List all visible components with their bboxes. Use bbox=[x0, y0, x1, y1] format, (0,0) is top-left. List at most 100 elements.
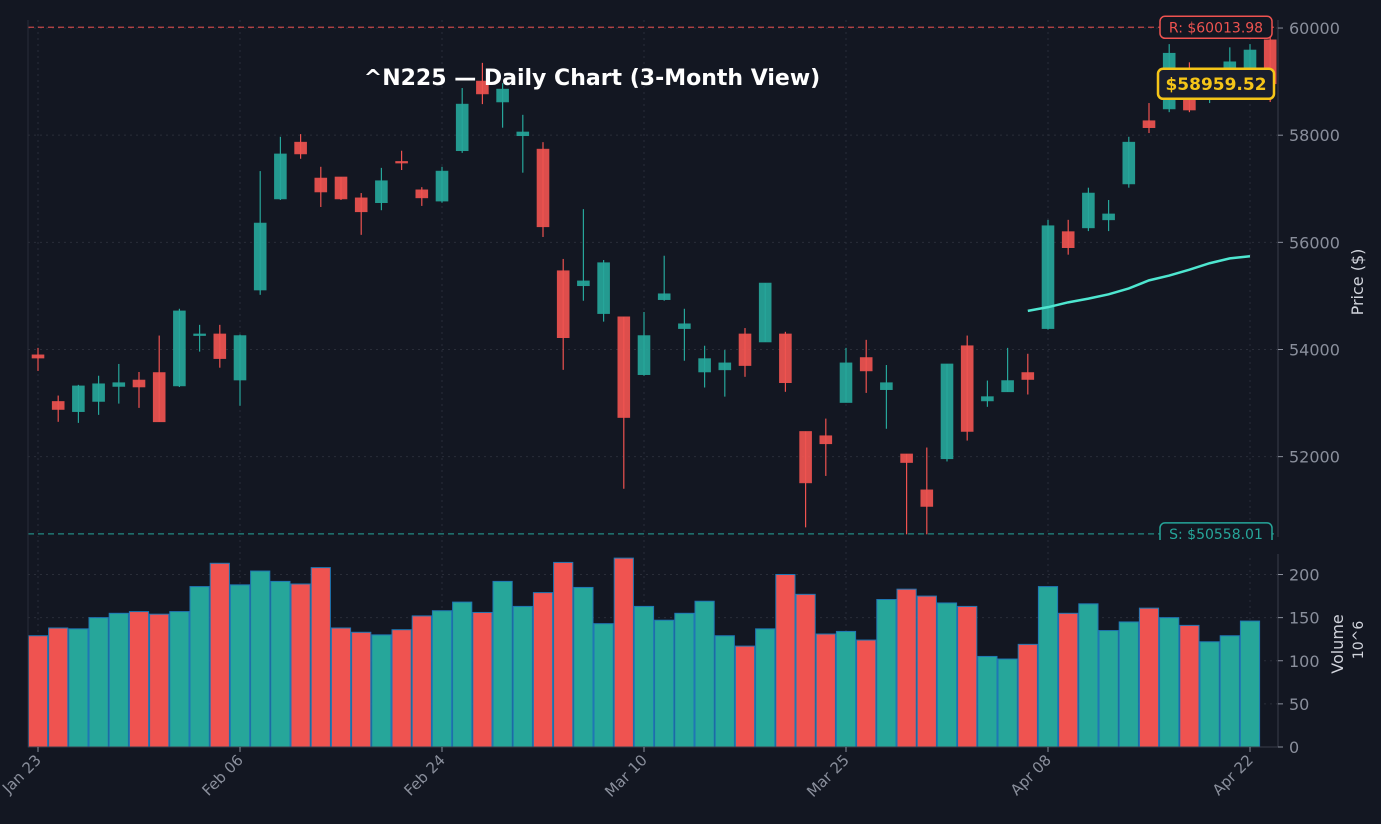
volume-bar bbox=[1239, 620, 1261, 748]
candle-body bbox=[900, 453, 913, 463]
date-tick-label: Feb 24 bbox=[400, 751, 448, 799]
volume-bar bbox=[149, 613, 170, 748]
candle-body bbox=[213, 333, 227, 359]
candle-body bbox=[920, 489, 934, 507]
moving-average bbox=[1027, 255, 1251, 313]
volume-bar bbox=[189, 586, 210, 748]
candle-body bbox=[758, 282, 772, 343]
volume-bar bbox=[391, 629, 412, 748]
candle-body bbox=[354, 197, 368, 213]
volume-bar bbox=[290, 583, 311, 748]
volume-bar bbox=[371, 634, 392, 748]
candle-body bbox=[72, 385, 85, 412]
candle-body bbox=[395, 161, 408, 164]
volume-bar bbox=[492, 580, 513, 748]
volume-bar bbox=[1058, 612, 1079, 748]
volume-bar bbox=[876, 599, 897, 748]
volume-bar bbox=[734, 645, 756, 748]
volume-bar bbox=[1159, 617, 1180, 748]
moving-average-line bbox=[1027, 255, 1251, 313]
candle-body bbox=[1082, 192, 1095, 229]
volume-tick-label: 50 bbox=[1289, 695, 1309, 714]
volume-bar bbox=[310, 567, 331, 748]
candle-body bbox=[455, 103, 469, 152]
volume-tick-label: 150 bbox=[1289, 609, 1320, 628]
candle-body bbox=[51, 401, 65, 410]
volume-bar bbox=[896, 588, 917, 748]
volume-bar bbox=[1017, 643, 1038, 748]
date-tick-label: Jan 23 bbox=[0, 751, 45, 798]
volume-bar bbox=[472, 611, 493, 748]
support-resistance-lines bbox=[28, 26, 1278, 535]
candle-body bbox=[173, 310, 186, 387]
volume-bar bbox=[694, 600, 715, 748]
candle-body bbox=[476, 80, 489, 95]
candle-body bbox=[1041, 225, 1055, 329]
volume-bar bbox=[270, 580, 291, 748]
volume-bar bbox=[1219, 635, 1240, 748]
volume-bar bbox=[351, 631, 372, 748]
volume-bar bbox=[108, 612, 129, 748]
volume-bar bbox=[431, 610, 453, 748]
volume-tick-label: 0 bbox=[1289, 738, 1299, 757]
price-tick-label: 60000 bbox=[1289, 19, 1340, 38]
candle-body bbox=[981, 396, 994, 402]
volume-bar bbox=[775, 574, 796, 748]
candle-body bbox=[577, 280, 590, 287]
resistance-label-text: R: $60013.98 bbox=[1169, 20, 1263, 36]
chart-title: ^N225 — Daily Chart (3-Month View) bbox=[364, 66, 820, 91]
candle-body bbox=[637, 335, 651, 375]
volume-bar bbox=[674, 612, 695, 748]
candle-body bbox=[152, 372, 166, 423]
volume-bar bbox=[957, 605, 978, 748]
volume-bar bbox=[48, 627, 69, 748]
candle-body bbox=[678, 323, 691, 329]
candle-body bbox=[415, 189, 429, 199]
volume-bar bbox=[1118, 621, 1139, 748]
volume-bar bbox=[714, 635, 735, 748]
volume-bar bbox=[88, 617, 109, 748]
candle-body bbox=[779, 333, 792, 384]
volume-bar bbox=[553, 561, 574, 748]
volume-bar bbox=[977, 655, 998, 748]
candle-body bbox=[1001, 380, 1014, 393]
candle-body bbox=[253, 222, 267, 291]
volume-bar bbox=[936, 602, 958, 748]
volume-bar bbox=[633, 605, 655, 748]
candle-body bbox=[819, 435, 833, 445]
volume-bars bbox=[27, 557, 1261, 748]
candle-body bbox=[1021, 372, 1035, 380]
candle-body bbox=[92, 383, 105, 402]
volume-bar bbox=[128, 611, 150, 748]
date-tick-label: Mar 10 bbox=[601, 751, 651, 801]
candle-body bbox=[1142, 120, 1156, 128]
volume-bar bbox=[795, 593, 816, 748]
candle-body bbox=[940, 363, 954, 460]
volume-bar bbox=[1037, 586, 1059, 748]
candle-body bbox=[193, 333, 206, 336]
price-tick-label: 52000 bbox=[1289, 448, 1340, 467]
date-tick-label: Apr 08 bbox=[1007, 751, 1055, 799]
candle-body bbox=[435, 170, 449, 202]
candle-body bbox=[314, 177, 328, 193]
candle-body bbox=[960, 345, 974, 432]
volume-bar bbox=[755, 628, 776, 748]
volume-bar bbox=[209, 562, 230, 748]
candle-body bbox=[132, 379, 146, 388]
volume-bar bbox=[452, 601, 473, 748]
volume-bar bbox=[1199, 641, 1220, 748]
volume-bar bbox=[1098, 630, 1119, 748]
volume-bar bbox=[815, 633, 836, 748]
candle-body bbox=[597, 262, 610, 314]
candle-body bbox=[536, 148, 550, 228]
volume-bar bbox=[330, 627, 352, 748]
volume-bar bbox=[613, 557, 634, 748]
volume-bar bbox=[856, 639, 877, 748]
resistance-label-box bbox=[1159, 15, 1273, 40]
volume-bar bbox=[250, 570, 271, 748]
volume-bar bbox=[1179, 624, 1200, 748]
volume-bar bbox=[1078, 603, 1099, 748]
candle-body bbox=[334, 176, 348, 200]
volume-bar bbox=[1138, 607, 1160, 748]
candle-body bbox=[880, 382, 893, 390]
